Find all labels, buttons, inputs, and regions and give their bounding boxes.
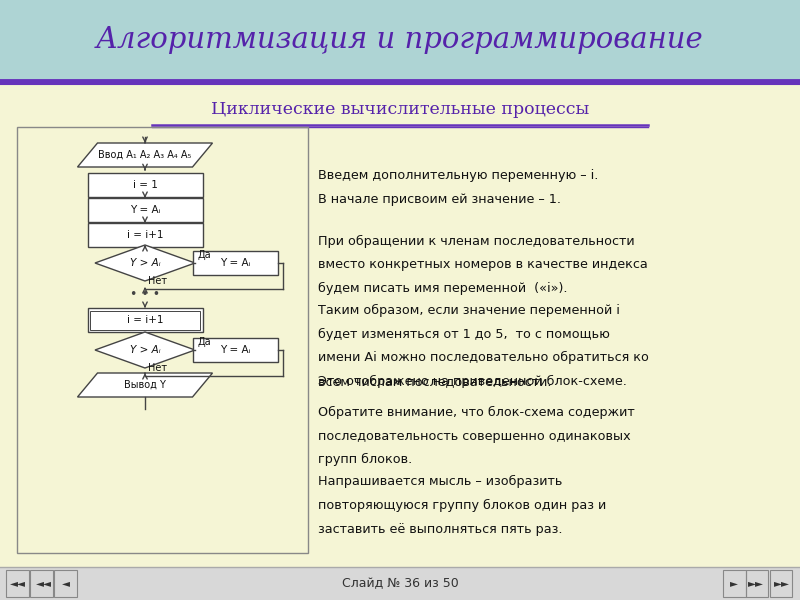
Text: Это отображено на приведенной блок-схеме.: Это отображено на приведенной блок-схеме… (318, 376, 626, 388)
Bar (30, 570, 53, 597)
Text: Да: Да (198, 337, 212, 347)
Bar (90, 311, 200, 329)
Text: всем числам последовательности.: всем числам последовательности. (318, 375, 551, 388)
Text: При обращении к членам последовательности: При обращении к членам последовательност… (318, 235, 634, 248)
Bar (193, 338, 278, 362)
Polygon shape (78, 143, 213, 167)
Bar (770, 570, 792, 597)
Text: будем писать имя переменной  («i»).: будем писать имя переменной («i»). (318, 282, 567, 295)
Text: i = 1: i = 1 (133, 180, 158, 190)
Text: Y > Aᵢ: Y > Aᵢ (130, 345, 160, 355)
Text: Введем дополнительную переменную – i.: Введем дополнительную переменную – i. (318, 169, 598, 182)
Text: последовательность совершенно одинаковых: последовательность совершенно одинаковых (318, 430, 630, 443)
Bar (746, 570, 768, 597)
Bar (54, 570, 77, 597)
Text: ◄: ◄ (62, 578, 70, 589)
Text: Нет: Нет (148, 276, 167, 286)
Text: Циклические вычислительные процессы: Циклические вычислительные процессы (211, 101, 589, 118)
Text: Алгоритмизация и программирование: Алгоритмизация и программирование (96, 26, 704, 55)
Text: Напрашивается мысль – изобразить: Напрашивается мысль – изобразить (318, 475, 562, 488)
Text: Таким образом, если значение переменной i: Таким образом, если значение переменной … (318, 304, 619, 317)
Bar (6, 570, 29, 597)
Text: Слайд № 36 из 50: Слайд № 36 из 50 (342, 577, 458, 590)
Polygon shape (78, 373, 213, 397)
Text: Вывод Y: Вывод Y (124, 380, 166, 390)
Text: i = i+1: i = i+1 (126, 230, 163, 240)
Text: Ввод A₁ A₂ A₃ A₄ A₅: Ввод A₁ A₂ A₃ A₄ A₅ (98, 150, 192, 160)
Text: i = i+1: i = i+1 (126, 315, 163, 325)
Text: В начале присвоим ей значение – 1.: В начале присвоим ей значение – 1. (318, 193, 561, 206)
Bar (193, 251, 278, 275)
Text: ◄◄: ◄◄ (10, 578, 26, 589)
Bar (0, 567, 800, 600)
Text: ◄◄: ◄◄ (36, 578, 52, 589)
Text: Обратите внимание, что блок-схема содержит: Обратите внимание, что блок-схема содерж… (318, 406, 634, 419)
Text: групп блоков.: групп блоков. (318, 453, 412, 466)
Text: Y = Aᵢ: Y = Aᵢ (130, 205, 160, 215)
Bar (87, 223, 202, 247)
Bar (87, 308, 202, 332)
Text: Y > Aᵢ: Y > Aᵢ (130, 258, 160, 268)
Text: Y = Aᵢ: Y = Aᵢ (220, 345, 250, 355)
Polygon shape (95, 332, 195, 368)
Text: заставить её выполняться пять раз.: заставить её выполняться пять раз. (318, 523, 562, 536)
Text: • • •: • • • (130, 289, 160, 301)
Text: ►►: ►► (774, 578, 790, 589)
Text: ►: ► (730, 578, 738, 589)
Bar (0, 0, 800, 81)
Text: ►►: ►► (748, 578, 764, 589)
Bar (87, 198, 202, 222)
Text: будет изменяться от 1 до 5,  то с помощью: будет изменяться от 1 до 5, то с помощью (318, 328, 610, 341)
Text: вместо конкретных номеров в качестве индекса: вместо конкретных номеров в качестве инд… (318, 258, 647, 271)
Bar (723, 570, 746, 597)
Text: Нет: Нет (148, 363, 167, 373)
Text: Да: Да (198, 250, 212, 260)
Text: повторяющуюся группу блоков один раз и: повторяющуюся группу блоков один раз и (318, 499, 606, 512)
Polygon shape (95, 245, 195, 281)
Text: имени Ai можно последовательно обратиться ко: имени Ai можно последовательно обратитьс… (318, 351, 649, 364)
Bar (87, 173, 202, 197)
Text: Y = Aᵢ: Y = Aᵢ (220, 258, 250, 268)
